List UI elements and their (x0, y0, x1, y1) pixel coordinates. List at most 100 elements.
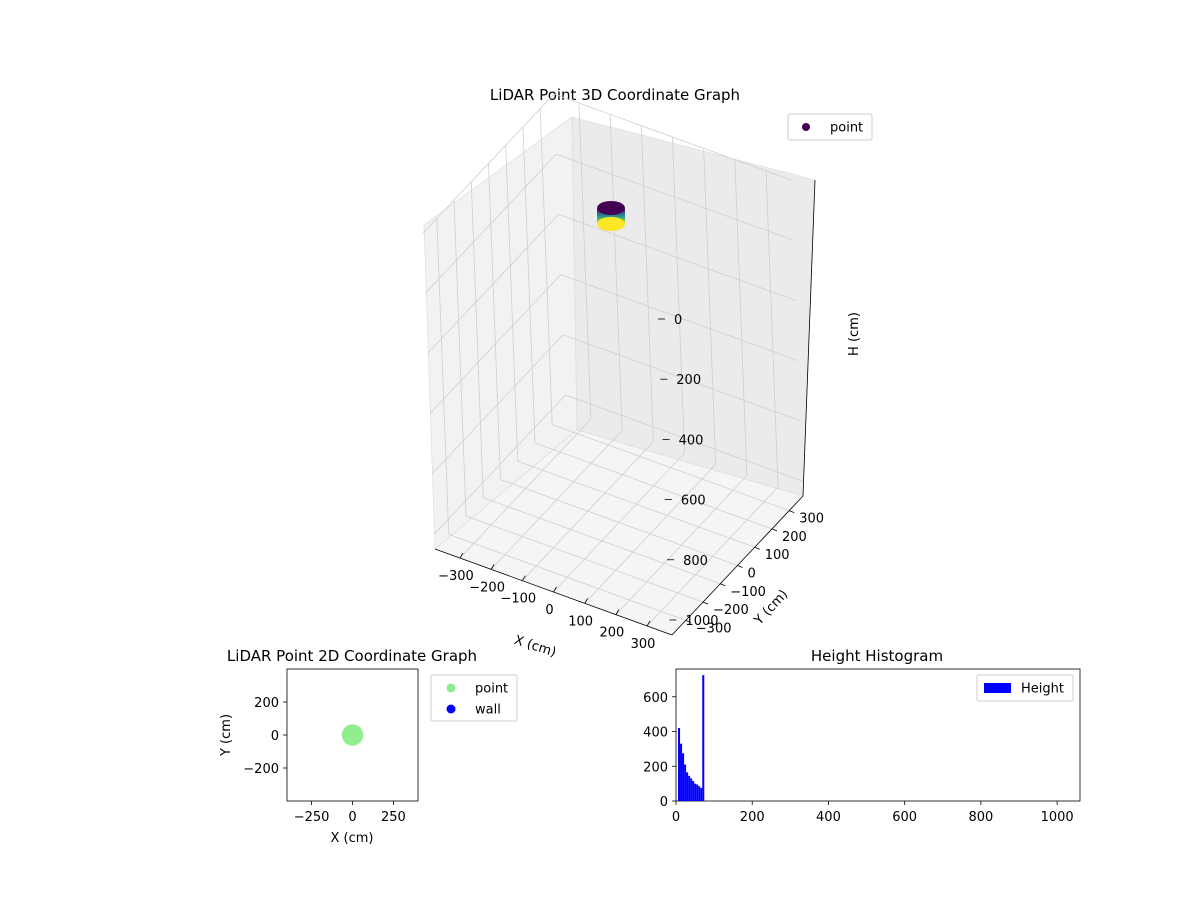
histogram-bar-6 (690, 778, 693, 801)
histogram-bar-0 (678, 728, 681, 801)
legend-3d-label: point (830, 121, 863, 136)
x-tick-label-3d-1: −200 (469, 580, 505, 595)
ticks-2d: −250 0 250 −200 0 200 (243, 696, 406, 825)
x-tick-label-hist-5: 1000 (1041, 810, 1074, 825)
y-tick-label-3d-1: −200 (713, 603, 749, 618)
y-tick-label-3d-5: 200 (782, 530, 807, 545)
z-tick-label-3d-0: 0 (674, 313, 682, 328)
grid-z-4 (431, 334, 801, 475)
legend-2d-label-point: point (475, 682, 508, 697)
histogram-bar-10 (698, 786, 701, 801)
z-axis-label-3d: H (cm) (847, 312, 862, 356)
cylinder-top (597, 201, 625, 215)
plot-2d: LiDAR Point 2D Coordinate Graph −250 0 250… (219, 647, 518, 846)
histogram-bar-11 (700, 787, 703, 801)
y-tick-label-3d-2: −100 (730, 585, 766, 600)
legend-3d-marker (802, 123, 810, 131)
histogram-bar-4 (686, 772, 689, 801)
y-tick-3d-6 (789, 510, 795, 514)
x-tick-label-3d-3: 0 (545, 603, 553, 618)
grid-z-5 (434, 394, 803, 535)
x-axis-label-3d: X (cm) (512, 633, 558, 661)
x-tick-label-3d-6: 300 (631, 637, 656, 652)
y-tick-label-3d-6: 300 (799, 512, 824, 527)
y-axis-label-2d: Y (cm) (219, 714, 234, 757)
legend-2d: point wall (430, 674, 518, 722)
x-axis-label-2d: X (cm) (331, 831, 374, 846)
x-tick-label-hist-1: 200 (740, 810, 765, 825)
plot-2d-title: LiDAR Point 2D Coordinate Graph (227, 647, 477, 665)
grid-y-left-6 (539, 108, 553, 425)
plot-3d-title: LiDAR Point 3D Coordinate Graph (490, 86, 740, 104)
y-tick-label-2d-0: −200 (243, 762, 279, 777)
y-tick-label-hist-1: 200 (643, 760, 668, 775)
histogram-bar-7 (692, 781, 695, 801)
point-cluster-2d (341, 724, 364, 746)
y-tick-3d-5 (771, 528, 778, 532)
legend-2d-marker-wall (446, 704, 456, 714)
histogram-bar-8 (694, 783, 697, 801)
histogram-bar-2 (682, 753, 685, 801)
ticks-histogram: 0 200 400 600 800 1000 0 200 400 600 (643, 691, 1074, 825)
grid-y-floor-3 (500, 479, 738, 566)
y-tick-3d-2 (720, 583, 726, 587)
grid-y-floor-6 (552, 424, 790, 512)
x-tick-label-3d-4: 100 (568, 614, 593, 629)
y-tick-3d-1 (702, 601, 709, 605)
y-tick-label-hist-3: 600 (643, 691, 668, 706)
y-tick-label-3d-3: 0 (748, 567, 756, 582)
y-tick-label-hist-2: 400 (643, 726, 668, 741)
x-tick-label-2d-0: −250 (294, 810, 330, 825)
z-tick-label-3d-5: 1000 (685, 614, 718, 629)
histogram-bar-3 (684, 764, 687, 801)
legend-2d-label-wall: wall (475, 703, 501, 718)
grid-y-floor-2 (483, 497, 721, 585)
x-tick-label-2d-2: 250 (381, 810, 406, 825)
grid-x-back-5 (734, 159, 748, 476)
grid-y-left-2 (470, 181, 484, 498)
histogram-bar-5 (688, 775, 691, 801)
histogram-title: Height Histogram (811, 647, 943, 665)
histogram-bar-9 (696, 784, 699, 801)
grid-y-left-4 (505, 145, 519, 462)
x-tick-label-hist-4: 800 (968, 810, 993, 825)
y-tick-label-3d-4: 100 (765, 548, 790, 563)
z-axis-line (802, 179, 816, 497)
grid-y-floor-5 (534, 442, 773, 530)
z-tick-label-3d-2: 400 (679, 433, 704, 448)
grid-y-left-3 (488, 163, 501, 480)
histogram-bar-1 (680, 743, 683, 801)
grid-z-0 (422, 93, 792, 234)
grid-y-left-1 (453, 200, 467, 517)
grid-x-back-6 (765, 170, 779, 487)
y-tick-label-2d-1: 0 (271, 729, 279, 744)
legend-histogram-label: Height (1021, 682, 1064, 697)
z-tick-label-3d-4: 800 (683, 554, 708, 569)
legend-3d: point (787, 113, 873, 141)
x-tick-label-hist-3: 600 (892, 810, 917, 825)
y-tick-3d-0 (685, 619, 691, 623)
grid-y-floor-0 (448, 533, 686, 621)
plot-histogram: Height Histogram 0 200 400 600 800 1000 0 200 40… (643, 647, 1081, 825)
grid-x-back-3 (672, 136, 685, 454)
legend-histogram-swatch (984, 683, 1011, 693)
x-tick-3d-2 (521, 575, 526, 581)
x-tick-label-2d-1: 0 (348, 810, 356, 825)
grid-z-1 (424, 153, 794, 294)
grid-z-3 (429, 274, 798, 414)
point-cloud-3d (597, 201, 625, 231)
x-tick-label-3d-5: 200 (599, 626, 624, 641)
y-tick-3d-4 (754, 546, 760, 550)
x-tick-label-hist-0: 0 (672, 810, 680, 825)
grid-x-back-1 (609, 114, 623, 431)
y-tick-label-hist-0: 0 (660, 795, 668, 810)
x-tick-3d-6 (646, 620, 651, 627)
grid-y-left-5 (522, 126, 536, 443)
grid-x-back-2 (640, 125, 654, 442)
z-tick-label-3d-3: 600 (681, 494, 706, 509)
histogram-bars (678, 675, 705, 801)
x-tick-3d-0 (459, 552, 464, 559)
z-tick-label-3d-1: 200 (676, 373, 701, 388)
grid-y-floor-1 (465, 515, 704, 603)
grid-3d (422, 93, 803, 627)
